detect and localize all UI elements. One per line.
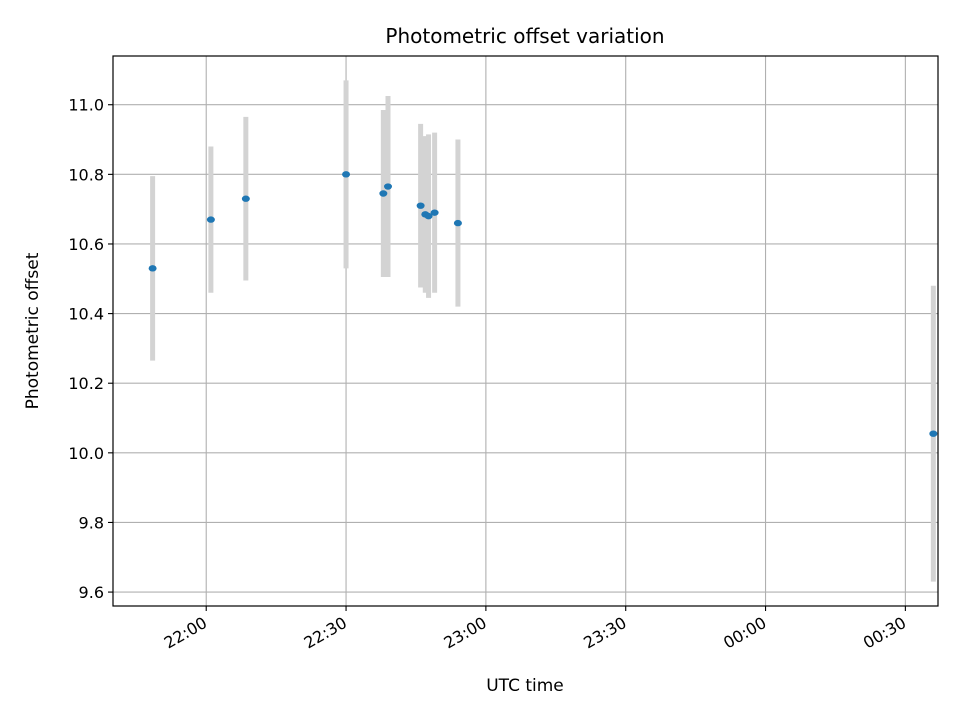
y-tick-label: 10.0 xyxy=(68,444,104,463)
y-tick-label: 10.8 xyxy=(68,165,104,184)
y-tick-label: 9.8 xyxy=(79,513,104,532)
y-tick-label: 10.2 xyxy=(68,374,104,393)
y-tick-label: 9.6 xyxy=(79,583,104,602)
y-tick-label: 10.4 xyxy=(68,305,104,324)
data-point xyxy=(430,209,439,216)
data-point xyxy=(148,265,157,272)
y-axis-title: Photometric offset xyxy=(23,252,43,409)
data-point xyxy=(416,202,425,209)
data-point xyxy=(342,171,351,178)
grid-lines xyxy=(113,56,938,606)
data-point xyxy=(424,212,433,220)
data-points xyxy=(148,171,938,437)
data-point xyxy=(453,219,462,227)
data-point xyxy=(384,183,392,190)
data-point xyxy=(929,430,938,437)
y-tick-label: 10.6 xyxy=(68,235,104,254)
x-axis-title: UTC time xyxy=(486,676,564,696)
plot-frame xyxy=(112,55,939,607)
data-point xyxy=(379,190,388,197)
data-point xyxy=(241,195,250,202)
chart-title: Photometric offset variation xyxy=(385,24,664,48)
data-point xyxy=(206,216,215,223)
y-tick-label: 11.0 xyxy=(68,96,104,115)
